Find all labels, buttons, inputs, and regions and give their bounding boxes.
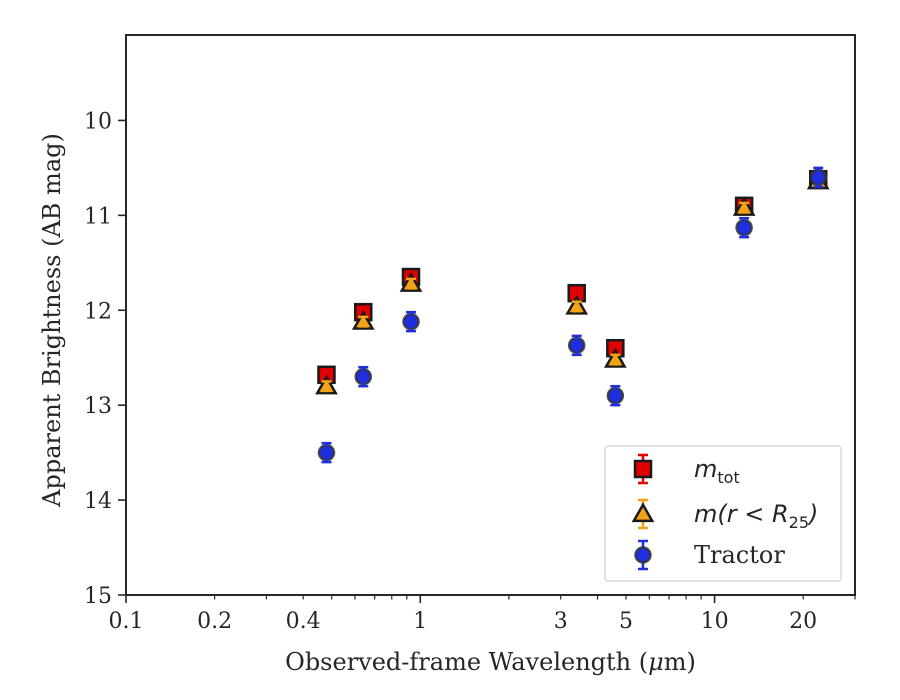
legend-entry: mtot [633, 453, 740, 487]
plot-marks [315, 166, 830, 464]
x-tick-label: 10 [701, 609, 729, 634]
y-tick-label: 12 [84, 299, 112, 324]
legend-label: Tractor [694, 541, 785, 569]
y-tick-label: 13 [84, 394, 112, 419]
y-tick-label: 14 [84, 489, 112, 514]
legend-marker [634, 546, 652, 564]
y-tick-label: 15 [84, 584, 112, 609]
legend-label: mtot [694, 455, 740, 487]
plot-frame [125, 34, 856, 596]
x-tick-label: 3 [554, 609, 568, 634]
series-circle [317, 166, 827, 464]
x-tick-label: 0.4 [286, 609, 321, 634]
x-tick-label: 5 [619, 609, 633, 634]
legend-marker [633, 459, 653, 479]
y-axis: 10 11 12 13 14 15 [84, 109, 126, 609]
legend: mtot m(r < R25) Tractor [604, 445, 842, 582]
x-axis-label: Observed-frame Wavelength (μm) [285, 648, 696, 676]
legend-marker [631, 502, 655, 523]
legend-label: m(r < R25) [694, 500, 818, 532]
x-tick-label: 0.2 [197, 609, 232, 634]
y-tick-label: 10 [84, 109, 112, 134]
legend-entry: m(r < R25) [631, 498, 818, 532]
x-tick-label: 20 [789, 609, 817, 634]
y-axis-label: Apparent Brightness (AB mag) [38, 133, 66, 508]
x-tick-label: 1 [413, 609, 427, 634]
legend-entry: Tractor [634, 539, 785, 571]
y-tick-label: 11 [84, 204, 112, 229]
x-tick-label: 0.1 [109, 609, 144, 634]
x-axis: 0.1 0.2 0.4 1 3 5 10 20 [109, 595, 856, 634]
legend-box [604, 445, 842, 582]
